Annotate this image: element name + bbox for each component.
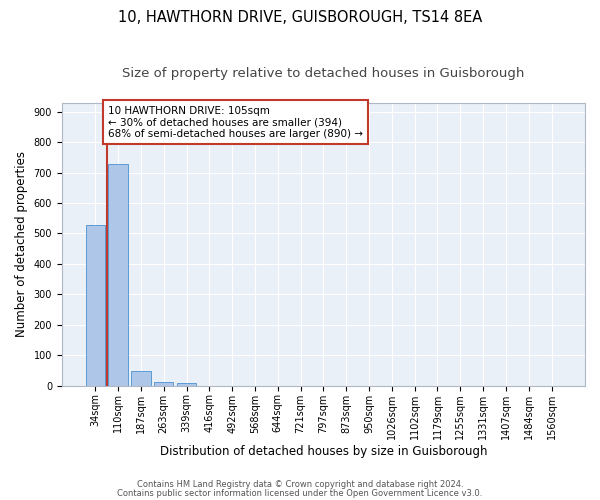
Text: Contains public sector information licensed under the Open Government Licence v3: Contains public sector information licen… — [118, 488, 482, 498]
Y-axis label: Number of detached properties: Number of detached properties — [15, 151, 28, 337]
Bar — [154, 382, 173, 386]
Bar — [86, 225, 105, 386]
Text: 10 HAWTHORN DRIVE: 105sqm
← 30% of detached houses are smaller (394)
68% of semi: 10 HAWTHORN DRIVE: 105sqm ← 30% of detac… — [108, 106, 363, 138]
Bar — [131, 372, 151, 386]
Text: 10, HAWTHORN DRIVE, GUISBOROUGH, TS14 8EA: 10, HAWTHORN DRIVE, GUISBOROUGH, TS14 8E… — [118, 10, 482, 25]
Text: Contains HM Land Registry data © Crown copyright and database right 2024.: Contains HM Land Registry data © Crown c… — [137, 480, 463, 489]
Bar — [109, 164, 128, 386]
X-axis label: Distribution of detached houses by size in Guisborough: Distribution of detached houses by size … — [160, 444, 487, 458]
Bar — [177, 382, 196, 386]
Title: Size of property relative to detached houses in Guisborough: Size of property relative to detached ho… — [122, 68, 524, 80]
